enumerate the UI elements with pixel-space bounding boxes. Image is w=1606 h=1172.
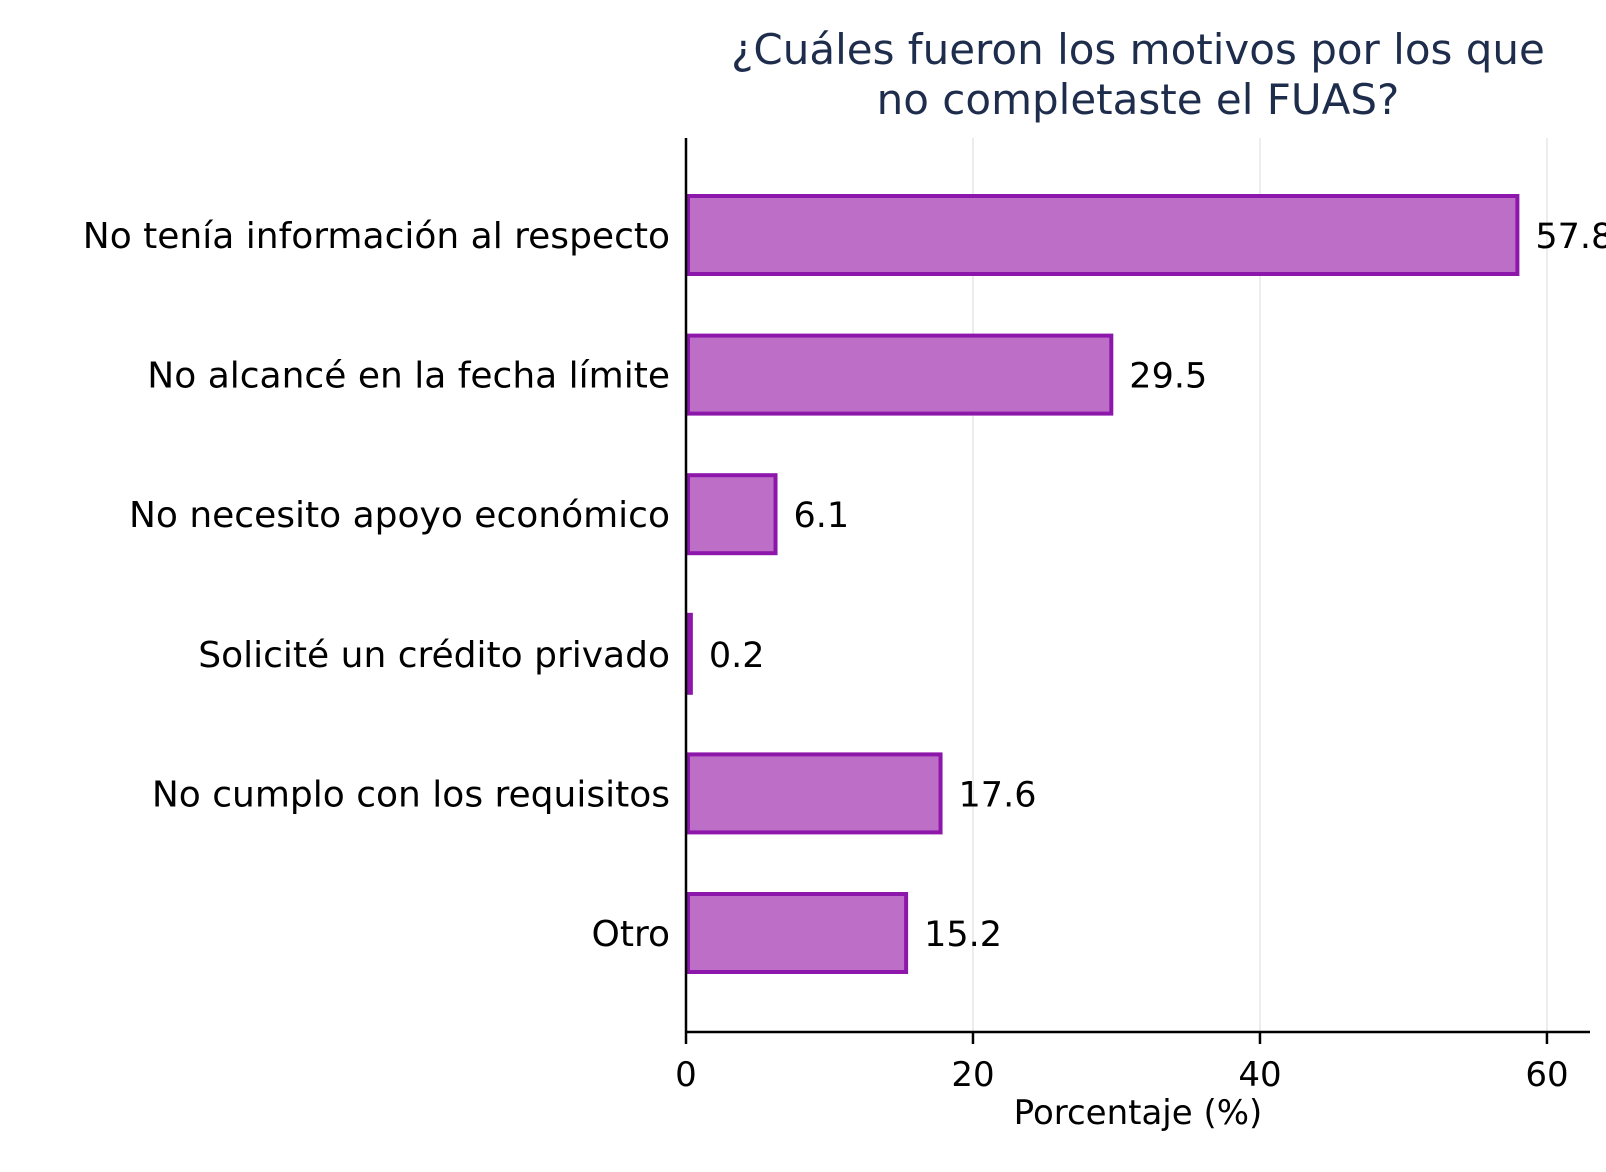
category-label-4: No cumplo con los requisitos [152, 774, 670, 815]
x-tick-label-0: 0 [675, 1055, 697, 1095]
bar-3 [686, 612, 693, 695]
bar-1 [686, 333, 1114, 416]
bar-0 [686, 194, 1520, 276]
x-axis-label: Porcentaje (%) [1014, 1093, 1263, 1133]
x-tick-label-2: 40 [1238, 1055, 1281, 1095]
axis-layer [684, 138, 1590, 1044]
value-label-1: 29.5 [1129, 357, 1207, 397]
category-label-5: Otro [592, 914, 671, 955]
value-label-2: 6.1 [794, 496, 850, 536]
x-tick-label-3: 60 [1525, 1055, 1568, 1095]
category-label-3: Solicité un crédito privado [198, 635, 670, 676]
x-tick-label-1: 20 [951, 1055, 994, 1095]
grid-layer [972, 138, 1548, 1032]
value-label-4: 17.6 [959, 775, 1037, 815]
value-label-5: 15.2 [924, 915, 1002, 955]
value-label-3: 0.2 [709, 636, 765, 676]
value-label-0: 57.8 [1535, 217, 1606, 257]
bar-5 [686, 892, 909, 974]
bar-2 [686, 473, 778, 556]
category-label-1: No alcancé en la fecha límite [147, 356, 670, 397]
category-label-2: No necesito apoyo económico [129, 495, 670, 536]
chart-title-line-1: no completaste el FUAS? [877, 75, 1400, 124]
category-label-0: No tenía información al respecto [83, 216, 670, 257]
bars-layer [686, 194, 1520, 974]
bar-4 [686, 752, 943, 835]
text-layer: No tenía información al respecto 57.8 No a… [83, 25, 1606, 1133]
chart-title-line-0: ¿Cuáles fueron los motivos por los que [731, 25, 1545, 74]
